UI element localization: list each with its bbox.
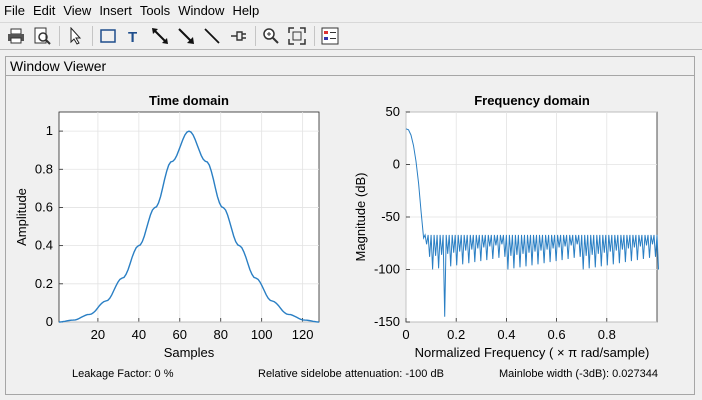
time-xlabel: Samples	[164, 345, 215, 360]
frequency-domain-line	[405, 128, 659, 317]
menu-bar: File Edit View Insert Tools Window Help	[0, 0, 702, 22]
toolbar-separator	[255, 26, 256, 46]
freq-xlabel: Normalized Frequency ( × π rad/sample)	[415, 345, 650, 360]
menu-edit[interactable]: Edit	[32, 3, 56, 18]
x-tick-label: 20	[91, 327, 105, 342]
toolbar-separator	[92, 26, 93, 46]
frequency-domain-axes[interactable]: 0 0.2 0.4 0.6 0.8 -150 -100 -50 0 50 Frequency do…	[353, 93, 659, 360]
time-title: Time domain	[149, 93, 229, 108]
time-domain-line	[58, 130, 320, 323]
y-tick-label: 0.8	[35, 161, 53, 176]
time-tick-labels: 20 40 60 80 100 120 0 0.2 0.4 0.6 0.8 1	[35, 123, 314, 342]
fit-icon[interactable]	[285, 24, 309, 48]
arrow-icon[interactable]	[174, 24, 198, 48]
y-tick-label: 50	[386, 104, 400, 119]
time-grid	[59, 112, 319, 323]
y-tick-label: 0.6	[35, 199, 53, 214]
menu-tools[interactable]: Tools	[139, 3, 171, 18]
menu-insert[interactable]: Insert	[99, 3, 132, 18]
x-tick-label: 0.4	[497, 327, 515, 342]
y-tick-label: 0.2	[35, 276, 53, 291]
time-ylabel: Amplitude	[14, 188, 29, 246]
freq-grid	[405, 111, 657, 323]
menu-window[interactable]: Window	[178, 3, 225, 18]
legend-icon[interactable]	[318, 24, 342, 48]
print-icon[interactable]	[4, 24, 28, 48]
toolbar-separator	[314, 26, 315, 46]
svg-text:T: T	[128, 29, 137, 44]
y-tick-label: 0	[46, 314, 53, 329]
x-tick-label: 0.8	[598, 327, 616, 342]
y-tick-label: 0.4	[35, 238, 53, 253]
pointer-icon[interactable]	[63, 24, 87, 48]
freq-ylabel: Magnitude (dB)	[353, 173, 368, 262]
y-tick-label: -150	[374, 314, 400, 329]
text-icon[interactable]: T	[122, 24, 146, 48]
line-icon[interactable]	[200, 24, 224, 48]
menu-file[interactable]: File	[4, 3, 25, 18]
double-arrow-icon[interactable]	[148, 24, 172, 48]
x-tick-label: 120	[292, 327, 314, 342]
y-tick-label: 1	[46, 123, 53, 138]
x-tick-label: 0.6	[548, 327, 566, 342]
time-domain-axes[interactable]: 20 40 60 80 100 120 0 0.2 0.4 0.6 0.8 1 Time domain…	[14, 93, 320, 360]
freq-title: Frequency domain	[474, 93, 590, 108]
x-tick-label: 100	[251, 327, 273, 342]
panel-divider	[6, 75, 694, 76]
x-tick-label: 0.2	[447, 327, 465, 342]
y-tick-label: -100	[374, 262, 400, 277]
print-preview-icon[interactable]	[30, 24, 54, 48]
toolbar: T	[0, 22, 702, 50]
mainlobe-width-label: Mainlobe width (-3dB): 0.027344	[499, 368, 658, 380]
x-tick-label: 60	[173, 327, 187, 342]
time-plot-area	[58, 111, 320, 323]
zoom-in-icon[interactable]	[259, 24, 283, 48]
freq-tick-labels: 0 0.2 0.4 0.6 0.8 -150 -100 -50 0 50	[374, 104, 616, 342]
toolbar-separator	[59, 26, 60, 46]
y-tick-label: -50	[381, 209, 400, 224]
rectangle-icon[interactable]	[96, 24, 120, 48]
window-viewer-panel: Window Viewer	[5, 56, 695, 395]
x-tick-label: 80	[213, 327, 227, 342]
sidelobe-attenuation-label: Relative sidelobe attenuation: -100 dB	[258, 368, 444, 380]
menu-help[interactable]: Help	[232, 3, 260, 18]
x-tick-label: 0	[402, 327, 409, 342]
x-tick-label: 40	[132, 327, 146, 342]
leakage-factor-label: Leakage Factor: 0 %	[72, 368, 174, 380]
menu-view[interactable]: View	[63, 3, 92, 18]
y-tick-label: 0	[393, 157, 400, 172]
panel-title: Window Viewer	[10, 58, 107, 74]
pin-icon[interactable]	[226, 24, 250, 48]
